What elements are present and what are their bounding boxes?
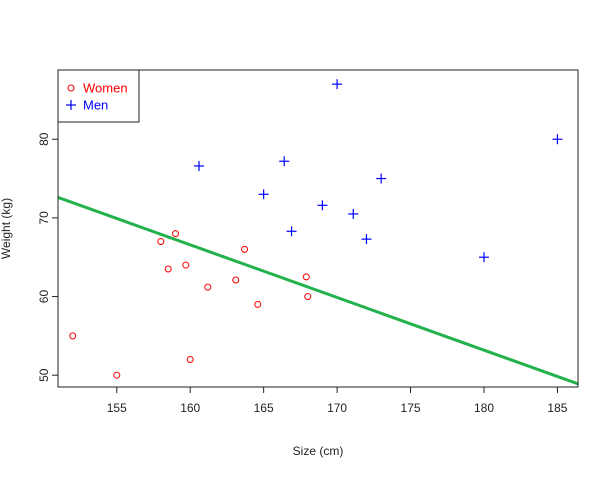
y-tick-label: 70 — [37, 211, 51, 225]
data-point — [332, 79, 343, 90]
data-point — [182, 261, 190, 269]
legend-label: Men — [83, 98, 108, 113]
x-tick-label: 165 — [254, 401, 274, 415]
data-point — [286, 226, 297, 237]
y-tick-label: 60 — [37, 290, 51, 304]
x-tick-label: 170 — [327, 401, 347, 415]
series-men — [194, 79, 563, 263]
x-axis-label: Size (cm) — [293, 444, 344, 458]
data-point — [113, 371, 121, 379]
data-point — [164, 265, 172, 273]
legend-box — [57, 69, 140, 123]
data-point — [232, 276, 240, 284]
data-point — [302, 273, 310, 281]
y-tick-label: 50 — [37, 368, 51, 382]
data-point — [172, 230, 180, 238]
y-axis: 50 60 70 80 — [37, 132, 59, 382]
data-point — [204, 283, 212, 291]
x-tick-label: 185 — [547, 401, 567, 415]
x-tick-label: 180 — [474, 401, 494, 415]
legend: Women Men — [57, 69, 140, 123]
x-tick-label: 155 — [107, 401, 127, 415]
data-point — [254, 300, 262, 308]
trend-line — [58, 196, 578, 386]
data-point — [186, 355, 194, 363]
data-point — [348, 208, 359, 219]
data-point — [361, 234, 372, 245]
x-axis: 155 160 165 170 175 180 185 — [107, 386, 568, 415]
x-tick-label: 160 — [180, 401, 200, 415]
data-point — [317, 200, 328, 211]
legend-marker — [67, 84, 75, 92]
y-axis-label: Weight (kg) — [0, 198, 13, 259]
data-point — [194, 160, 205, 171]
data-point — [304, 293, 312, 301]
x-tick-label: 175 — [401, 401, 421, 415]
data-point — [258, 189, 269, 200]
series-women — [69, 230, 312, 379]
legend-label: Women — [83, 81, 128, 96]
legend-marker — [66, 100, 76, 110]
data-point — [279, 156, 290, 167]
data-point — [552, 134, 563, 145]
data-point — [157, 237, 165, 245]
data-point — [69, 332, 77, 340]
data-point — [376, 173, 387, 184]
plot-area — [58, 79, 578, 386]
data-point — [478, 252, 489, 263]
y-tick-label: 80 — [37, 132, 51, 146]
data-point — [241, 245, 249, 253]
